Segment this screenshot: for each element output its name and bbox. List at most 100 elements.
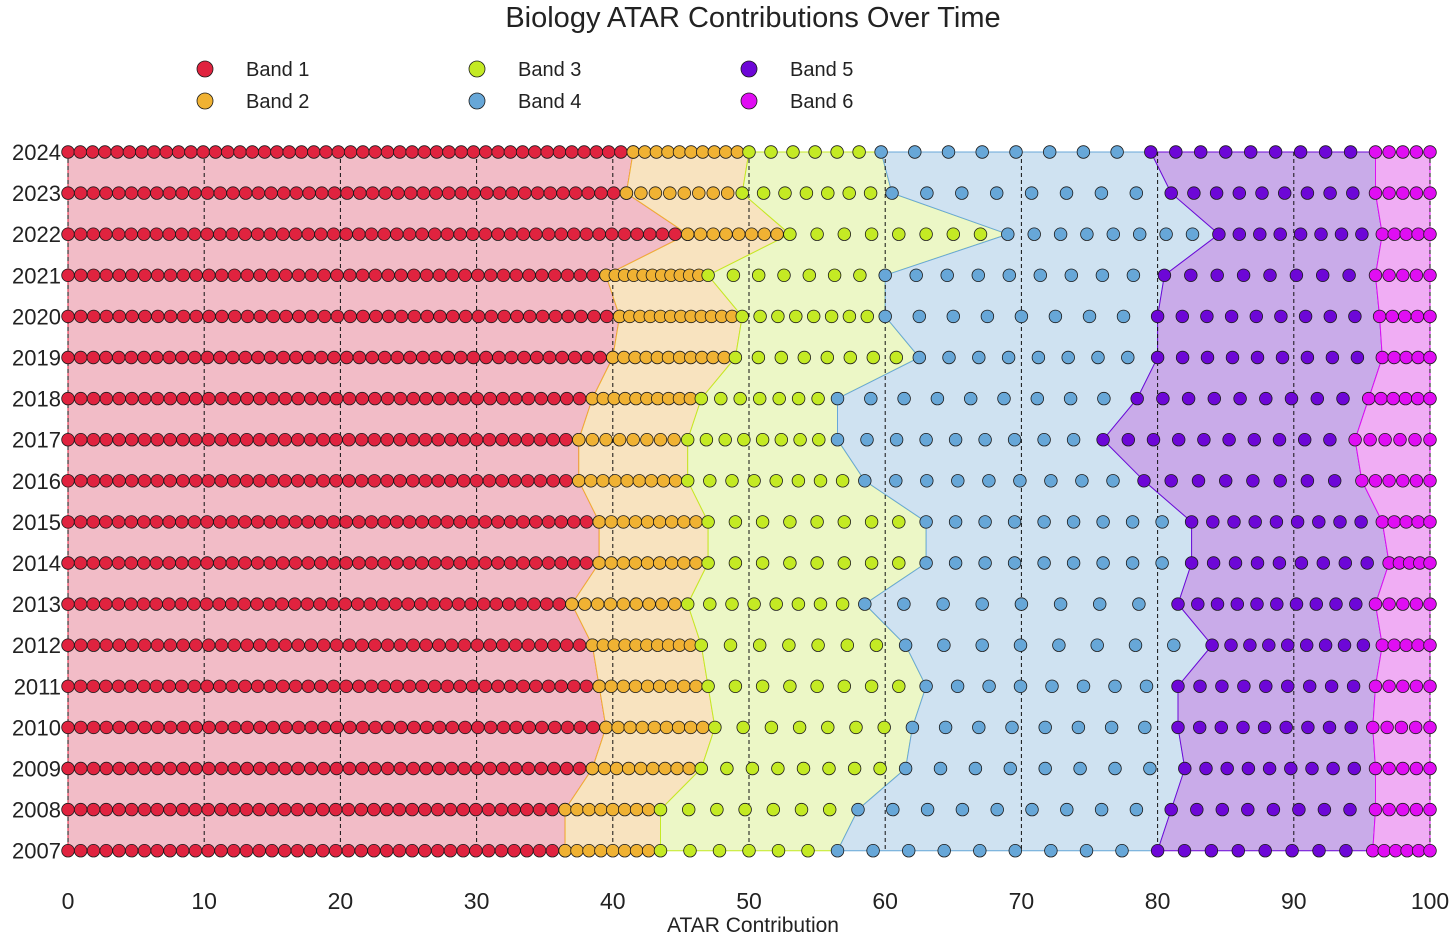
point-2007-band-5 <box>1312 844 1326 858</box>
point-2016-band-3 <box>725 474 739 488</box>
point-2018-band-5 <box>1259 391 1273 406</box>
point-2013-band-1 <box>99 597 113 611</box>
point-2021-band-6 <box>1409 268 1424 283</box>
point-2013-band-5 <box>1329 597 1343 611</box>
point-2017-band-5 <box>1121 433 1136 447</box>
point-2012-band-1 <box>508 638 523 652</box>
point-2009-band-1 <box>368 761 382 776</box>
point-2008-band-2 <box>641 802 656 817</box>
point-2013-band-4 <box>1132 597 1146 611</box>
point-2020-band-1 <box>253 309 268 324</box>
point-2008-band-1 <box>86 802 101 817</box>
point-2012-band-1 <box>125 638 139 652</box>
point-2014-band-1 <box>579 556 594 570</box>
x-tick-90: 90 <box>1281 888 1307 914</box>
point-2024-band-1 <box>257 145 272 159</box>
point-2010-band-1 <box>343 720 357 735</box>
point-2018-band-5 <box>1130 391 1144 406</box>
point-2022-band-1 <box>554 227 568 241</box>
point-2024-band-1 <box>159 145 174 159</box>
point-2012-band-3 <box>723 638 738 652</box>
point-2019-band-6 <box>1375 350 1390 365</box>
point-2022-band-1 <box>225 227 240 241</box>
legend-label-band-3: Band 3 <box>518 59 581 81</box>
point-2023-band-6 <box>1396 186 1410 200</box>
point-2023-band-1 <box>327 186 342 200</box>
point-2024-band-1 <box>73 145 88 159</box>
point-2018-band-5 <box>1336 391 1350 406</box>
point-2022-band-1 <box>655 227 670 241</box>
point-2016-band-1 <box>521 474 535 488</box>
point-2008-band-1 <box>124 802 139 817</box>
point-2017-band-1 <box>252 433 267 447</box>
point-2021-band-1 <box>496 268 511 283</box>
point-2023-band-5 <box>1209 186 1224 200</box>
point-2019-band-1 <box>555 350 569 365</box>
point-2020-band-3 <box>753 309 767 324</box>
point-2011-band-3 <box>701 679 715 694</box>
point-2013-band-2 <box>668 597 682 611</box>
point-2012-band-1 <box>368 638 382 652</box>
point-2024-band-4 <box>941 145 956 159</box>
point-2012-band-1 <box>189 638 203 652</box>
point-2015-band-1 <box>390 515 404 529</box>
point-2013-band-4 <box>1092 597 1107 611</box>
point-2009-band-2 <box>597 761 612 776</box>
point-2016-band-5 <box>1137 474 1151 488</box>
point-2015-band-3 <box>783 515 797 529</box>
point-2011-band-5 <box>1280 679 1295 694</box>
point-2020-band-3 <box>771 309 785 324</box>
point-2020-band-6 <box>1372 309 1387 324</box>
point-2018-band-4 <box>897 391 911 406</box>
point-2020-band-1 <box>484 309 499 324</box>
point-2017-band-1 <box>393 433 407 447</box>
point-2024-band-4 <box>908 145 922 159</box>
point-2022-band-1 <box>516 227 531 241</box>
point-2019-band-3 <box>751 350 766 365</box>
point-2010-band-1 <box>189 720 203 735</box>
point-2023-band-1 <box>543 186 558 200</box>
point-2018-band-1 <box>304 391 318 406</box>
point-2010-band-1 <box>586 720 600 735</box>
point-2013-band-3 <box>813 597 828 611</box>
point-2019-band-1 <box>327 350 341 365</box>
point-2008-band-1 <box>481 802 496 817</box>
legend: Band 1 Band 2 Band 3 Band 4 Band 5 Band 6 <box>196 59 853 113</box>
point-2019-band-6 <box>1423 350 1437 365</box>
point-2021-band-3 <box>726 268 741 283</box>
point-2008-band-1 <box>380 802 394 817</box>
point-2011-band-2 <box>604 679 619 694</box>
point-2008-band-5 <box>1266 802 1281 817</box>
point-2013-band-5 <box>1349 597 1363 611</box>
point-2022-band-1 <box>61 227 75 241</box>
point-2024-band-5 <box>1218 145 1233 159</box>
point-2015-band-1 <box>364 515 379 529</box>
point-2023-band-1 <box>492 186 507 200</box>
point-2024-band-3 <box>764 145 778 159</box>
point-2021-band-1 <box>445 268 460 283</box>
point-2016-band-1 <box>482 474 497 488</box>
point-2007-band-6 <box>1411 844 1426 858</box>
legend-item-band-6: Band 6 <box>740 91 853 113</box>
y-tick-labels: 2024 2023 2022 2021 2020 2019 2018 2017 2016 2015… <box>12 140 61 864</box>
point-2010-band-1 <box>61 720 75 735</box>
point-2017-band-3 <box>774 433 789 447</box>
point-2011-band-5 <box>1171 679 1185 694</box>
point-2011-band-5 <box>1215 679 1229 694</box>
point-2018-band-1 <box>368 391 382 406</box>
point-2019-band-1 <box>492 350 506 365</box>
point-2024-band-5 <box>1343 145 1358 159</box>
point-2024-band-1 <box>540 145 554 159</box>
point-2019-band-2 <box>617 350 631 365</box>
point-2013-band-1 <box>300 597 315 611</box>
point-2015-band-2 <box>640 515 655 529</box>
point-2009-band-6 <box>1368 761 1383 776</box>
point-2019-band-1 <box>403 350 417 365</box>
point-2008-band-1 <box>112 802 126 817</box>
point-2023-band-1 <box>556 186 570 200</box>
point-2019-band-1 <box>264 350 278 365</box>
point-2024-band-1 <box>565 145 579 159</box>
point-2016-band-1 <box>431 474 446 488</box>
point-2012-band-4 <box>937 638 951 652</box>
point-2022-band-1 <box>402 227 417 241</box>
